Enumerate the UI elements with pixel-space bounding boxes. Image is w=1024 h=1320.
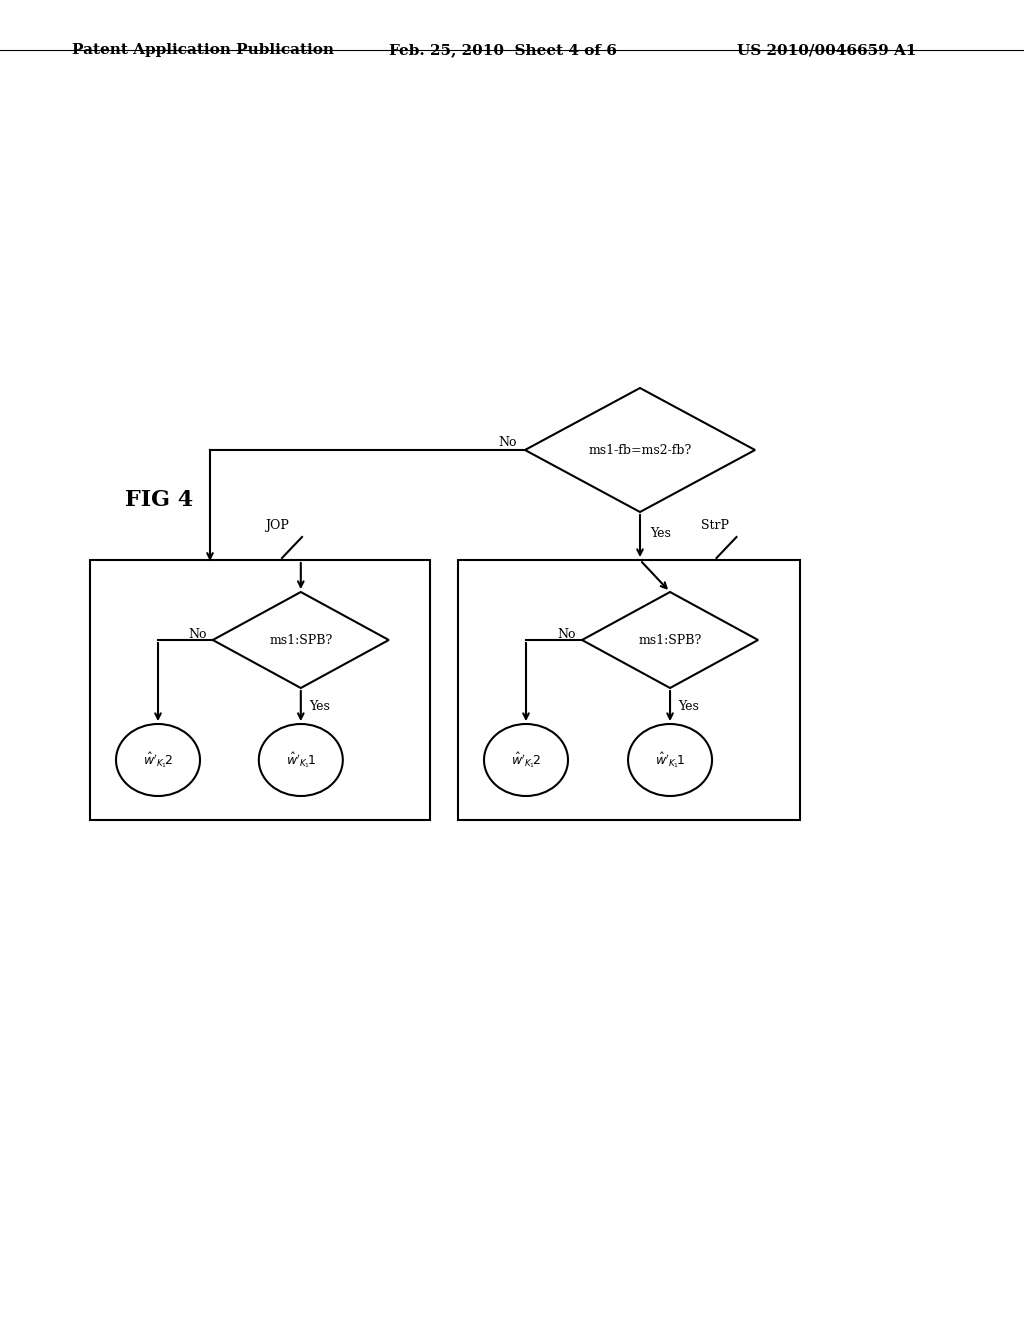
Text: No: No: [188, 627, 207, 640]
Text: US 2010/0046659 A1: US 2010/0046659 A1: [737, 44, 916, 57]
Text: Patent Application Publication: Patent Application Publication: [72, 44, 334, 57]
Text: FIG 4: FIG 4: [125, 488, 194, 511]
Text: $\hat{w}'_{K_1}\!2$: $\hat{w}'_{K_1}\!2$: [143, 750, 173, 770]
Bar: [458, 560, 800, 820]
Text: ms1-fb=ms2-fb?: ms1-fb=ms2-fb?: [589, 444, 691, 457]
Text: Yes: Yes: [678, 700, 699, 713]
Ellipse shape: [628, 723, 712, 796]
Text: $\hat{w}'_{K_1}\!1$: $\hat{w}'_{K_1}\!1$: [655, 750, 685, 770]
Text: $\hat{w}'_{K_1}\!1$: $\hat{w}'_{K_1}\!1$: [286, 750, 315, 770]
Ellipse shape: [116, 723, 200, 796]
Polygon shape: [525, 388, 755, 512]
Ellipse shape: [259, 723, 343, 796]
Text: ms1:SPB?: ms1:SPB?: [269, 634, 333, 647]
Text: JOP: JOP: [265, 519, 289, 532]
Ellipse shape: [484, 723, 568, 796]
Text: Yes: Yes: [650, 527, 671, 540]
Text: Feb. 25, 2010  Sheet 4 of 6: Feb. 25, 2010 Sheet 4 of 6: [389, 44, 617, 57]
Polygon shape: [213, 591, 389, 688]
Text: No: No: [557, 627, 577, 640]
Bar: [90, 560, 430, 820]
Text: No: No: [499, 436, 517, 449]
Text: StrP: StrP: [700, 519, 728, 532]
Text: ms1:SPB?: ms1:SPB?: [638, 634, 701, 647]
Text: $\hat{w}'_{K_1}\!2$: $\hat{w}'_{K_1}\!2$: [511, 750, 541, 770]
Text: Yes: Yes: [309, 700, 330, 713]
Polygon shape: [582, 591, 758, 688]
